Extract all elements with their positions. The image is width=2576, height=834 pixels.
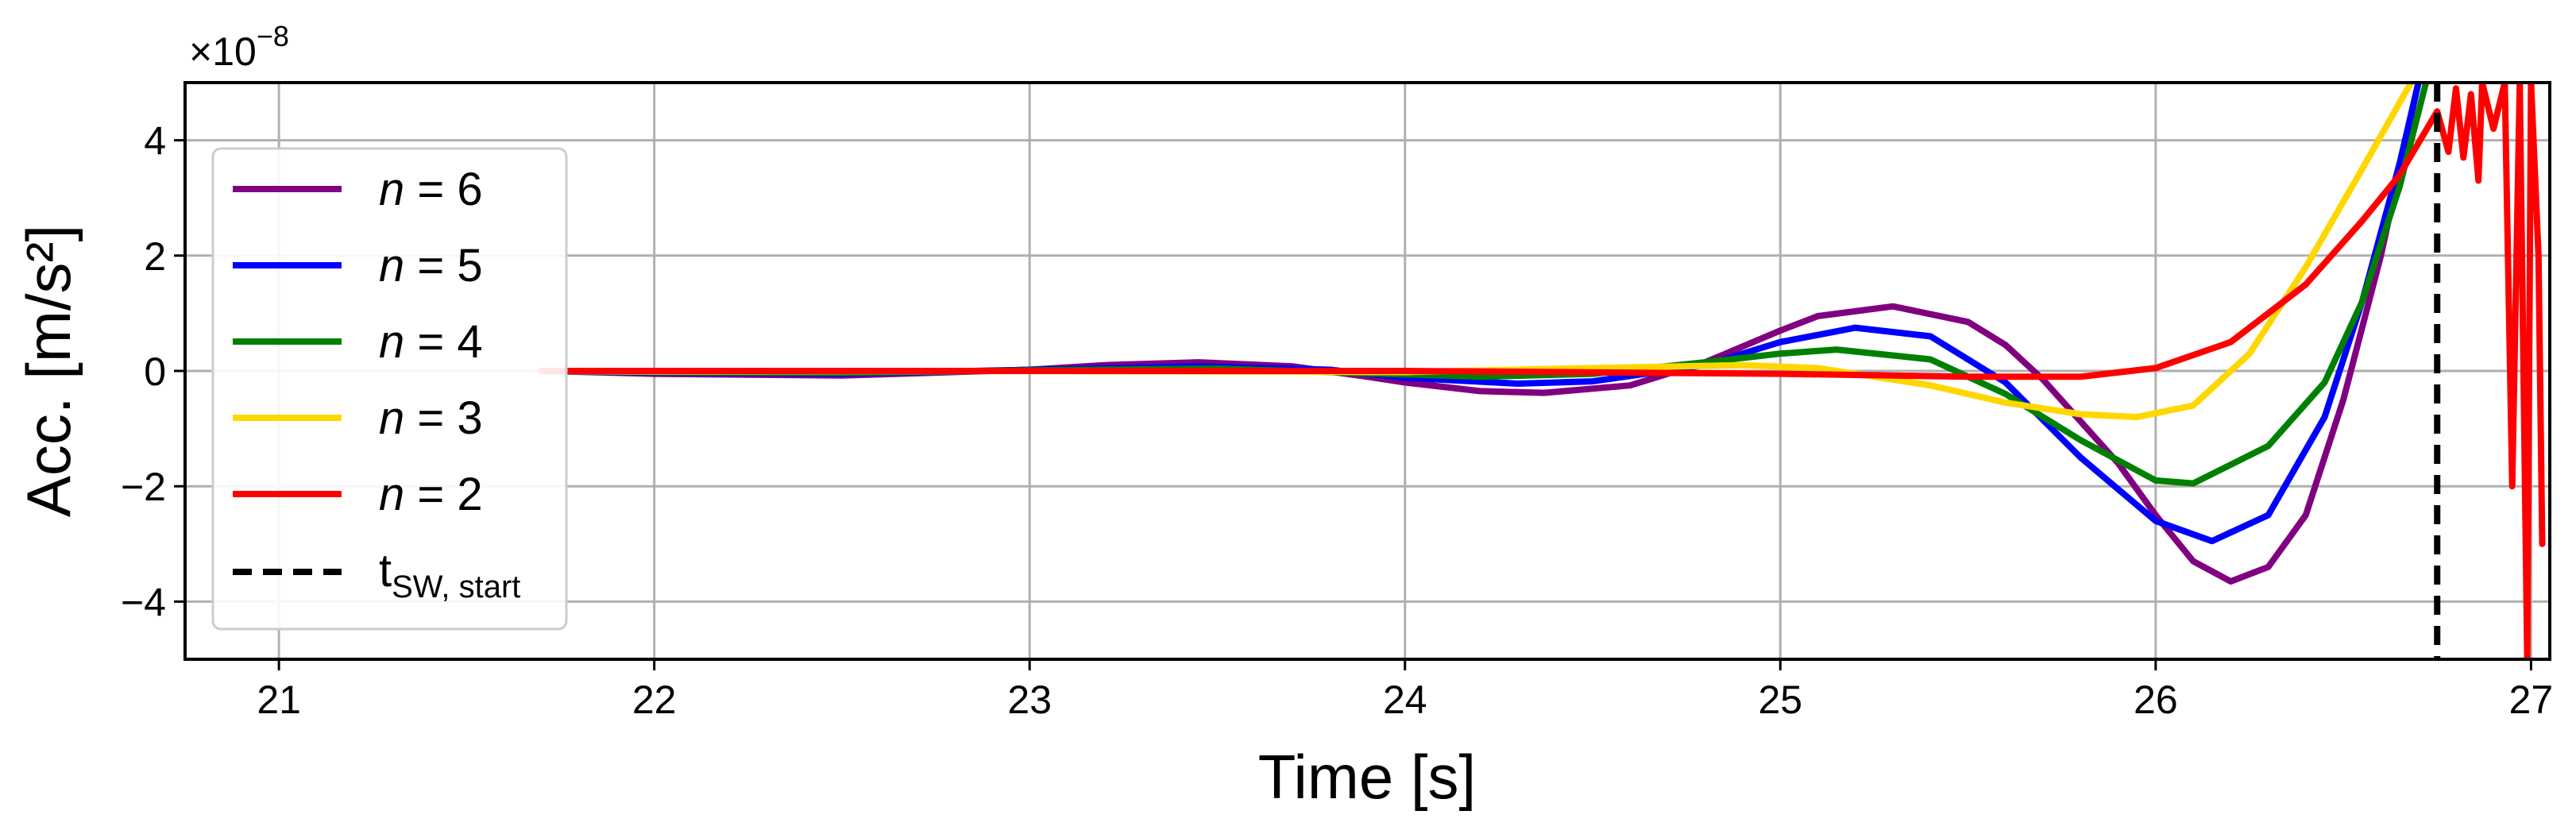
series-line-n-4	[538, 83, 2430, 487]
y-tick-label: −2	[121, 465, 166, 509]
series-line-n-2	[538, 83, 2546, 659]
x-axis-ticks: 21 22 23 24 25 26 27	[257, 659, 2553, 722]
series-line-n-3	[538, 83, 2415, 421]
y-scale-multiplier: ×10−8	[189, 20, 289, 74]
x-tick-label: 26	[2134, 678, 2178, 722]
x-axis-label: Time [s]	[1258, 742, 1476, 812]
y-tick-label: −4	[121, 580, 166, 624]
x-tick-label: 24	[1383, 678, 1427, 722]
x-tick-label: 23	[1007, 678, 1052, 722]
legend-label-n-5: n = 5	[379, 240, 483, 292]
legend: n = 6 n = 5 n = 4 n = 3 n = 2 tSW, start	[211, 147, 568, 631]
y-tick-label: 4	[144, 119, 166, 164]
y-tick-label: 0	[144, 349, 166, 394]
series-line-n-6	[538, 83, 2422, 585]
plot-frame	[183, 81, 2551, 661]
legend-box	[211, 147, 568, 631]
x-tick-label: 25	[1758, 678, 1802, 722]
y-scale-exponent: −8	[257, 20, 289, 52]
y-axis-label: Acc. [m/s²]	[14, 225, 83, 517]
series-lines	[538, 83, 2546, 659]
legend-label-n-3: n = 3	[379, 392, 483, 444]
legend-label-n-4: n = 4	[379, 316, 483, 368]
x-tick-label: 21	[257, 678, 301, 722]
y-scale-base: ×10	[189, 29, 257, 74]
y-tick-label: 2	[144, 234, 166, 279]
x-tick-label: 27	[2509, 678, 2554, 722]
legend-label-n-2: n = 2	[379, 469, 483, 520]
legend-entries: n = 6 n = 5 n = 4 n = 3 n = 2	[233, 164, 483, 520]
x-tick-label: 22	[632, 678, 677, 722]
legend-label-n-6: n = 6	[379, 164, 483, 215]
y-axis-ticks: −4 −2 0 2 4	[121, 119, 185, 624]
legend-label-tsw-start: tSW, start	[379, 545, 520, 604]
